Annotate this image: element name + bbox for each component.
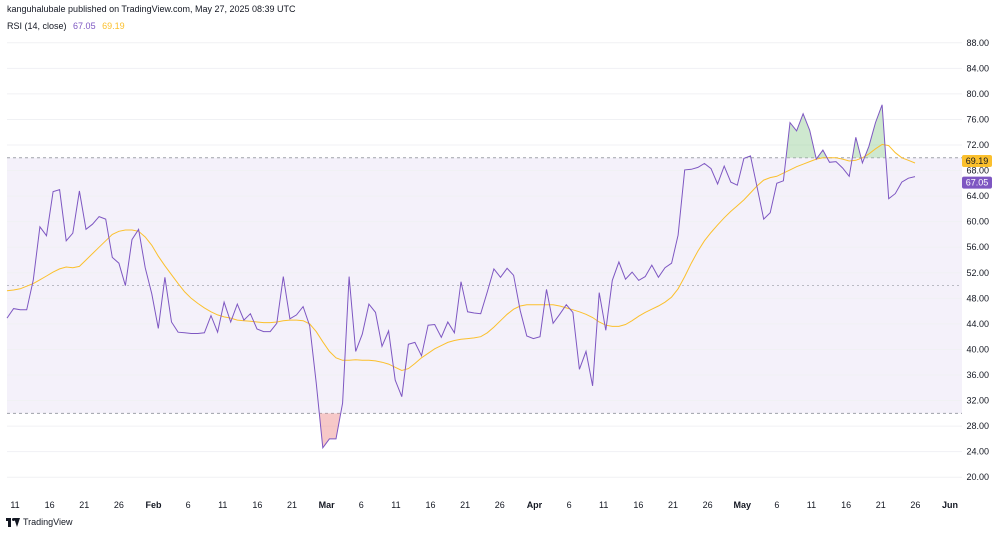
x-tick-label: 16 (841, 500, 851, 510)
x-tick-label: 26 (114, 500, 124, 510)
x-tick-label: 16 (252, 500, 262, 510)
y-tick-label: 72.00 (966, 140, 989, 150)
oversold-fill (319, 413, 341, 448)
x-tick-label: 16 (45, 500, 55, 510)
y-tick-label: 84.00 (966, 63, 989, 73)
indicator-name: RSI (14, close) (7, 21, 67, 31)
reference-lines (7, 157, 962, 414)
price-labels: 69.19 67.05 (962, 154, 992, 189)
x-tick-label: 16 (426, 500, 436, 510)
y-tick-label: 60.00 (966, 217, 989, 227)
x-tick-label: 6 (186, 500, 191, 510)
y-tick-label: 88.00 (966, 38, 989, 48)
y-tick-label: 80.00 (966, 89, 989, 99)
y-tick-label: 76.00 (966, 114, 989, 124)
tradingview-logo-icon (6, 517, 20, 527)
rsi-line (6, 104, 916, 450)
y-tick-label: 68.00 (966, 166, 989, 176)
x-tick-label: 21 (876, 500, 886, 510)
y-tick-label: 48.00 (966, 293, 989, 303)
price-label: 67.05 (966, 178, 989, 188)
ma-line (6, 143, 916, 372)
y-tick-label: 52.00 (966, 268, 989, 278)
x-tick-label: 26 (703, 500, 713, 510)
chart-grid (7, 42, 962, 478)
y-tick-label: 56.00 (966, 242, 989, 252)
rsi-value: 67.05 (73, 21, 96, 31)
price-label-bg (962, 176, 992, 189)
x-tick-label: 16 (633, 500, 643, 510)
y-tick-label: 32.00 (966, 396, 989, 406)
ma-value: 69.19 (102, 21, 125, 31)
x-tick-label: 11 (10, 500, 19, 510)
x-tick-label: 21 (668, 500, 678, 510)
y-tick-label: 24.00 (966, 447, 989, 457)
indicator-legend[interactable]: RSI (14, close) 67.05 69.19 (7, 21, 125, 31)
x-tick-label: 21 (79, 500, 89, 510)
x-tick-label: 11 (807, 500, 816, 510)
x-tick-label: Jun (942, 500, 958, 510)
y-tick-label: 36.00 (966, 370, 989, 380)
x-tick-label: 26 (910, 500, 920, 510)
y-tick-label: 28.00 (966, 421, 989, 431)
price-label: 69.19 (966, 156, 989, 166)
overbought-fill (817, 150, 828, 158)
x-tick-label: 6 (359, 500, 364, 510)
overbought-fill (786, 113, 817, 158)
x-tick-label: 21 (287, 500, 297, 510)
price-label-bg (962, 154, 992, 167)
y-tick-label: 44.00 (966, 319, 989, 329)
y-tick-label: 20.00 (966, 472, 989, 482)
brand-name: TradingView (23, 517, 73, 527)
y-tick-label: 64.00 (966, 191, 989, 201)
x-tick-label: Apr (527, 500, 543, 510)
x-tick-label: Mar (319, 500, 336, 510)
publish-info: kanguhalubale published on TradingView.c… (7, 4, 296, 14)
y-tick-label: 40.00 (966, 344, 989, 354)
x-axis: 11 16 21 26 Feb 6 11 16 21 Mar 6 11 16 21 26 Apr 6 11 16 21… (10, 500, 958, 510)
x-tick-label: 11 (218, 500, 227, 510)
x-tick-label: 6 (774, 500, 779, 510)
x-tick-label: 21 (460, 500, 470, 510)
y-axis: 88.00 84.00 80.00 76.00 72.00 68.00 64.00 60.00… (966, 38, 989, 482)
x-tick-label: 26 (495, 500, 505, 510)
x-tick-label: 6 (567, 500, 572, 510)
overbought-fill (852, 137, 862, 158)
x-tick-label: 11 (599, 500, 608, 510)
x-tick-label: Feb (146, 500, 163, 510)
x-tick-label: 11 (391, 500, 400, 510)
x-tick-label: May (733, 500, 751, 510)
tradingview-brand[interactable]: TradingView (6, 517, 73, 527)
